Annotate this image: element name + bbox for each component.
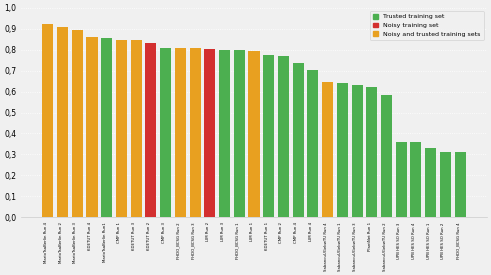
Bar [72, 30, 83, 217]
Bar [42, 24, 54, 217]
Bar [381, 95, 392, 217]
Bar [101, 38, 112, 217]
Bar [190, 48, 201, 217]
Bar [410, 142, 421, 217]
Bar [160, 48, 171, 217]
Bar [322, 82, 333, 217]
Bar [425, 148, 436, 217]
Bar [57, 27, 68, 217]
Bar [352, 85, 362, 217]
Bar [278, 56, 289, 217]
Bar [455, 152, 465, 217]
Bar [131, 40, 142, 217]
Bar [307, 70, 319, 217]
Bar [116, 40, 127, 217]
Bar [337, 83, 348, 217]
Bar [234, 50, 245, 217]
Legend: Trusted training set, Noisy training set, Noisy and trusted training sets: Trusted training set, Noisy training set… [370, 11, 484, 40]
Bar [366, 87, 377, 217]
Bar [175, 48, 186, 217]
Bar [145, 43, 157, 217]
Bar [86, 37, 98, 217]
Bar [204, 49, 216, 217]
Bar [248, 51, 260, 217]
Bar [293, 63, 304, 217]
Bar [219, 50, 230, 217]
Bar [440, 152, 451, 217]
Bar [396, 142, 407, 217]
Bar [263, 55, 274, 217]
